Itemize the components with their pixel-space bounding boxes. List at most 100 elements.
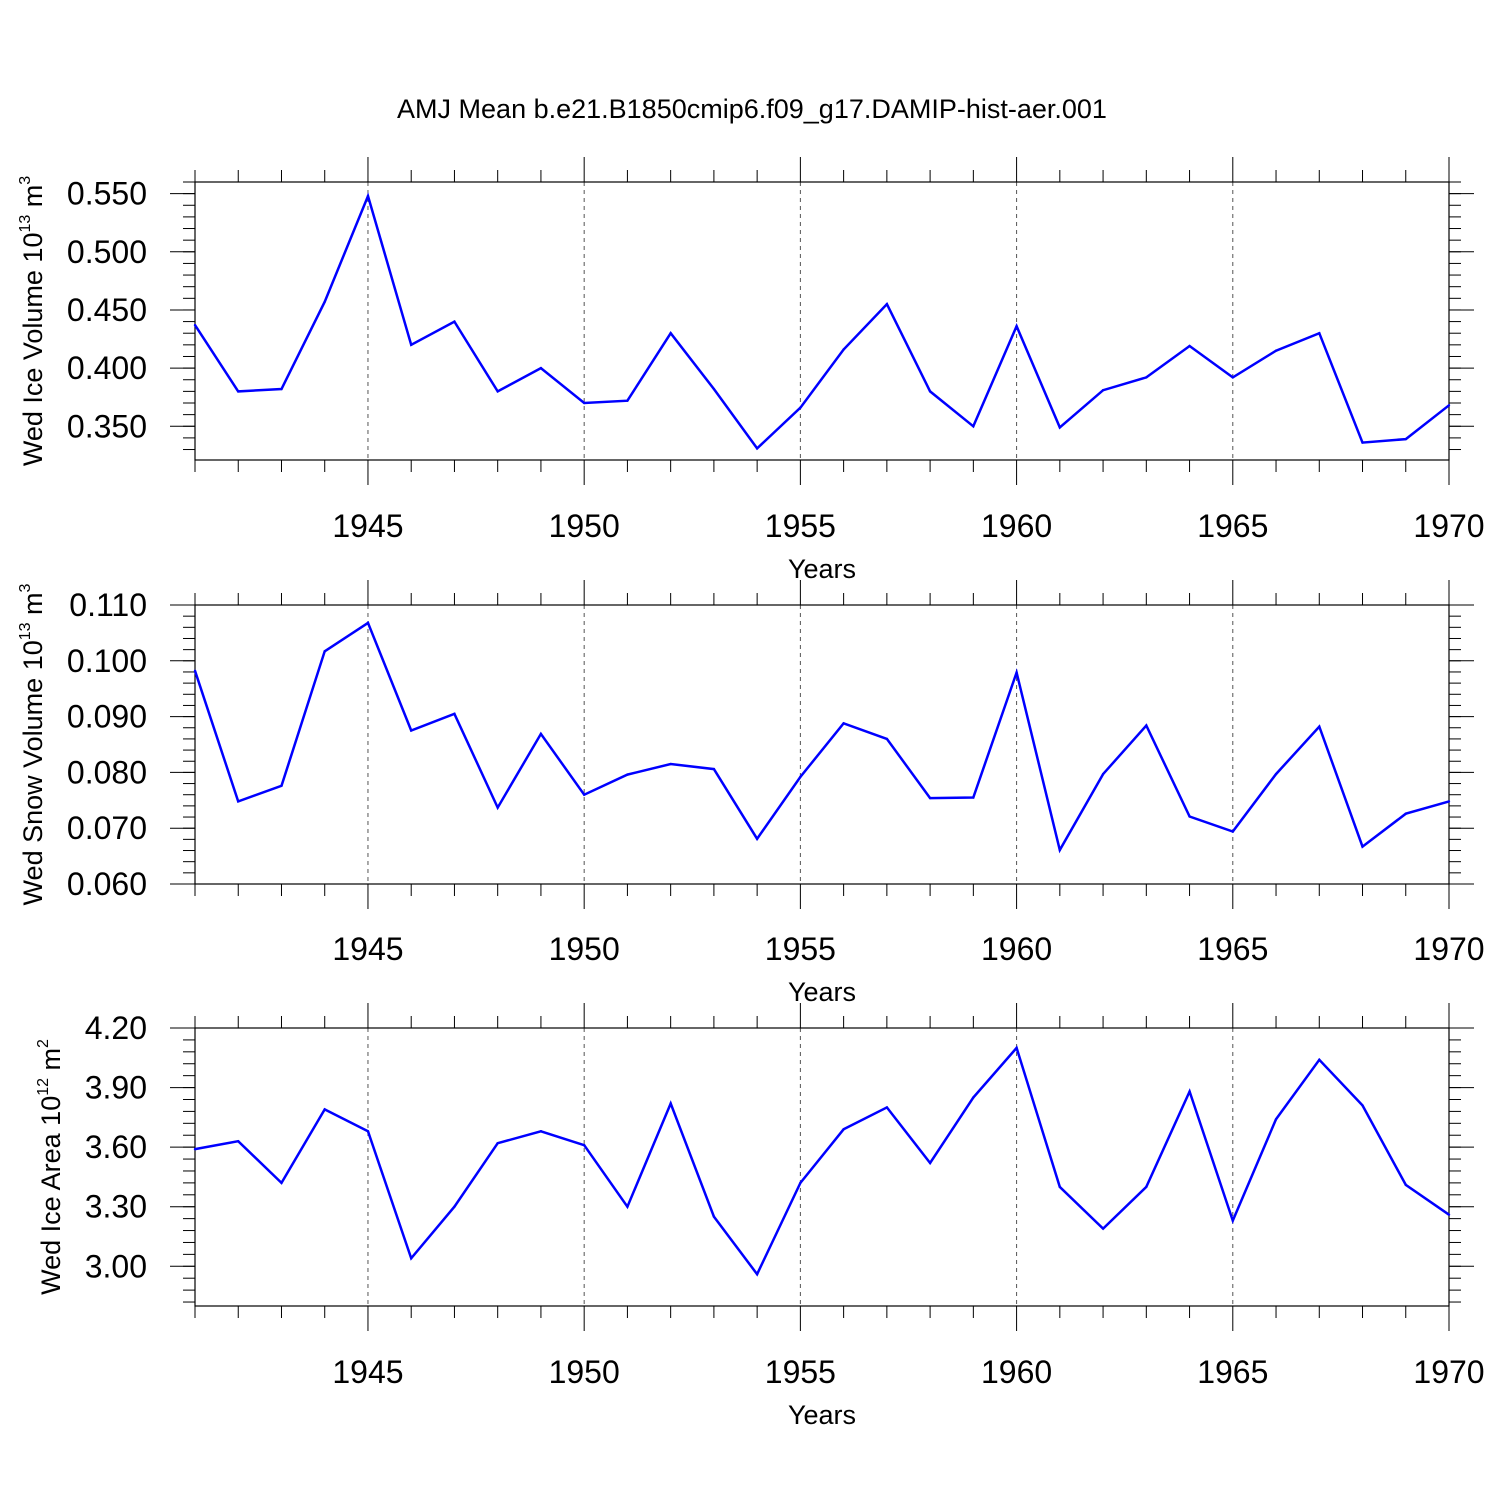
data-point xyxy=(972,1096,975,1099)
x-tick-label: 1960 xyxy=(981,931,1052,967)
y-tick-label: 0.400 xyxy=(67,350,147,386)
x-tick-label: 1945 xyxy=(332,508,403,544)
x-tick-label: 1945 xyxy=(332,1354,403,1390)
series-line xyxy=(193,192,1450,451)
data-point xyxy=(755,837,759,841)
data-point xyxy=(1188,344,1191,348)
x-axis-label: Years xyxy=(788,554,856,584)
data-point xyxy=(712,387,716,391)
panel-ice-area: 3.00 3.30 3.60 3.90 4.20 1945 1950 1955 1960 1965… xyxy=(35,1003,1485,1430)
data-point xyxy=(496,1141,499,1145)
y-axis-label-unit: m xyxy=(18,592,48,622)
data-point xyxy=(799,775,802,779)
data-point xyxy=(539,732,543,736)
data-point xyxy=(755,1273,759,1276)
data-point xyxy=(496,390,499,393)
y-tick-label: 4.20 xyxy=(85,1010,147,1046)
data-point xyxy=(366,194,370,198)
data-point xyxy=(885,1106,889,1109)
data-point xyxy=(1015,671,1018,674)
data-point xyxy=(842,348,845,351)
x-tick-label: 1965 xyxy=(1197,1354,1268,1390)
data-point xyxy=(237,1139,240,1143)
y-axis-label-exponent: 12 xyxy=(35,1078,52,1096)
data-point xyxy=(280,387,283,391)
x-tick-label: 1950 xyxy=(549,931,620,967)
y-axis-label-unit-exponent: 3 xyxy=(17,583,34,592)
data-point xyxy=(1015,1046,1018,1050)
y-tick-label: 0.450 xyxy=(67,292,147,328)
series-line xyxy=(194,1045,1450,1277)
data-point xyxy=(669,1102,672,1105)
x-tick-label: 1965 xyxy=(1197,931,1268,967)
data-point xyxy=(1361,441,1364,444)
data-point xyxy=(1404,1183,1407,1187)
data-point xyxy=(1318,332,1321,335)
data-point xyxy=(1058,426,1062,429)
data-point xyxy=(410,729,413,732)
data-point xyxy=(323,650,326,653)
y-tick-label: 3.90 xyxy=(85,1070,147,1106)
data-point xyxy=(928,796,932,800)
data-point xyxy=(193,1147,197,1151)
data-point xyxy=(410,343,413,347)
y-axis-label-unit: m xyxy=(36,1048,66,1078)
y-axis-label-unit: m xyxy=(18,185,48,215)
data-point xyxy=(1101,1227,1105,1230)
x-tick-label: 1970 xyxy=(1413,508,1484,544)
y-tick-label: 3.30 xyxy=(85,1189,147,1225)
x-tick-label: 1960 xyxy=(981,508,1052,544)
data-point xyxy=(1274,1118,1278,1121)
data-point xyxy=(842,722,845,725)
data-point xyxy=(453,1205,456,1208)
data-point xyxy=(366,621,370,625)
data-point xyxy=(799,1181,802,1185)
data-point xyxy=(712,767,716,771)
data-point xyxy=(1145,724,1148,727)
x-tick-label: 1950 xyxy=(549,1354,620,1390)
figure-title: AMJ Mean b.e21.B1850cmip6.f09_g17.DAMIP-… xyxy=(397,94,1107,124)
y-axis-label-exponent: 13 xyxy=(17,622,34,640)
data-point xyxy=(1058,848,1062,852)
data-point xyxy=(669,762,672,766)
data-point xyxy=(1101,389,1105,392)
data-point xyxy=(755,447,759,450)
x-tick-label: 1965 xyxy=(1197,508,1268,544)
x-tick-label: 1970 xyxy=(1413,1354,1484,1390)
data-point xyxy=(453,320,456,323)
plot-frame xyxy=(194,181,1450,461)
plot-frame xyxy=(194,1027,1450,1307)
data-point xyxy=(712,1215,716,1218)
y-axis-label-main: Wed Ice Area 10 xyxy=(36,1096,66,1295)
y-tick-label: 0.500 xyxy=(67,234,147,270)
data-point xyxy=(539,366,543,370)
y-tick-label: 0.090 xyxy=(67,699,147,735)
y-axis-label: Wed Ice Area 1012 m2 xyxy=(35,1039,66,1295)
data-point xyxy=(1447,800,1451,803)
data-point xyxy=(1361,1104,1364,1107)
data-point xyxy=(1447,1213,1451,1216)
data-point xyxy=(928,390,932,393)
x-axis-label: Years xyxy=(788,1400,856,1430)
data-point xyxy=(410,1257,413,1260)
data-point xyxy=(582,401,586,405)
data-point xyxy=(799,406,802,409)
data-point xyxy=(842,1128,845,1131)
x-tick-label: 1955 xyxy=(765,508,836,544)
data-point xyxy=(928,1161,932,1165)
series-line xyxy=(193,621,1450,854)
data-point xyxy=(453,712,456,716)
y-axis-label-main: Wed Ice Volume 10 xyxy=(18,233,48,467)
y-axis-label: Wed Snow Volume 1013 m3 xyxy=(17,583,48,905)
plot-frame xyxy=(194,604,1450,885)
data-point xyxy=(626,773,629,776)
data-point xyxy=(193,669,197,673)
data-point xyxy=(1145,376,1148,379)
data-point xyxy=(1318,1058,1321,1061)
y-axis-label-unit-exponent: 3 xyxy=(17,176,34,185)
data-point xyxy=(280,1181,283,1185)
y-tick-label: 0.550 xyxy=(67,176,147,212)
data-point xyxy=(626,1205,629,1208)
